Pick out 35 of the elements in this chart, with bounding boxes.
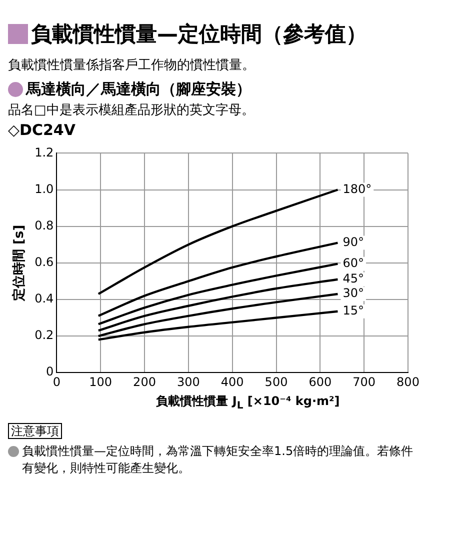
series-label: 30° [342,286,364,300]
y-tick-label: 0.4 [34,292,54,306]
series-label: 180° [342,182,372,196]
series-label: 45° [342,271,364,286]
x-tick-label: 300 [176,374,200,389]
y-tick-label: 0.2 [34,328,54,342]
text: ◇DC24V [8,121,76,139]
line-series [97,292,339,338]
text: 負載慣性慣量—定位時間，為常溫下轉矩安全率1.5倍時的理論值。若條件有變化，則特性可能產生變化。 [22,443,414,478]
series-label: 90° [342,234,364,249]
chart-subtitle: 負載慣性慣量係指客戶工作物的慣性慣量。 [8,57,256,74]
y-tick-label: 1.0 [34,182,54,196]
x-tick-label: 600 [308,374,332,389]
line-series [97,278,339,332]
x-tick-label: 500 [264,374,288,389]
y-tick-label: 1.2 [34,145,54,160]
text: 品名□中是表示模組產品形狀的英文字母。 [8,102,256,119]
x-tick-label: 200 [133,374,156,389]
y-tick-label: 0.6 [34,255,54,270]
y-tick-label: 0.8 [34,218,54,232]
line-series [97,242,339,318]
text: 馬達橫向／馬達橫向（腳座安裝） [26,80,251,99]
x-tick-label: 700 [352,374,376,389]
text: 注意事項 [8,423,62,440]
x-tick-label: 800 [396,374,420,389]
y-tick-label: 0 [46,364,54,379]
line-series [97,262,339,326]
x-axis-title: 負載慣性慣量 J$_{L}$ [×10⁻⁴ kg·m²] [155,393,341,412]
x-tick-label: 100 [89,374,112,389]
chart-title: 負載慣性慣量—定位時間（參考值） [31,21,367,48]
y-axis-title: 定位時間 [s] [11,224,28,302]
x-tick-label: 400 [220,374,244,389]
series-label: 60° [342,256,364,270]
line-series [97,188,339,296]
series-label: 15° [342,303,364,318]
